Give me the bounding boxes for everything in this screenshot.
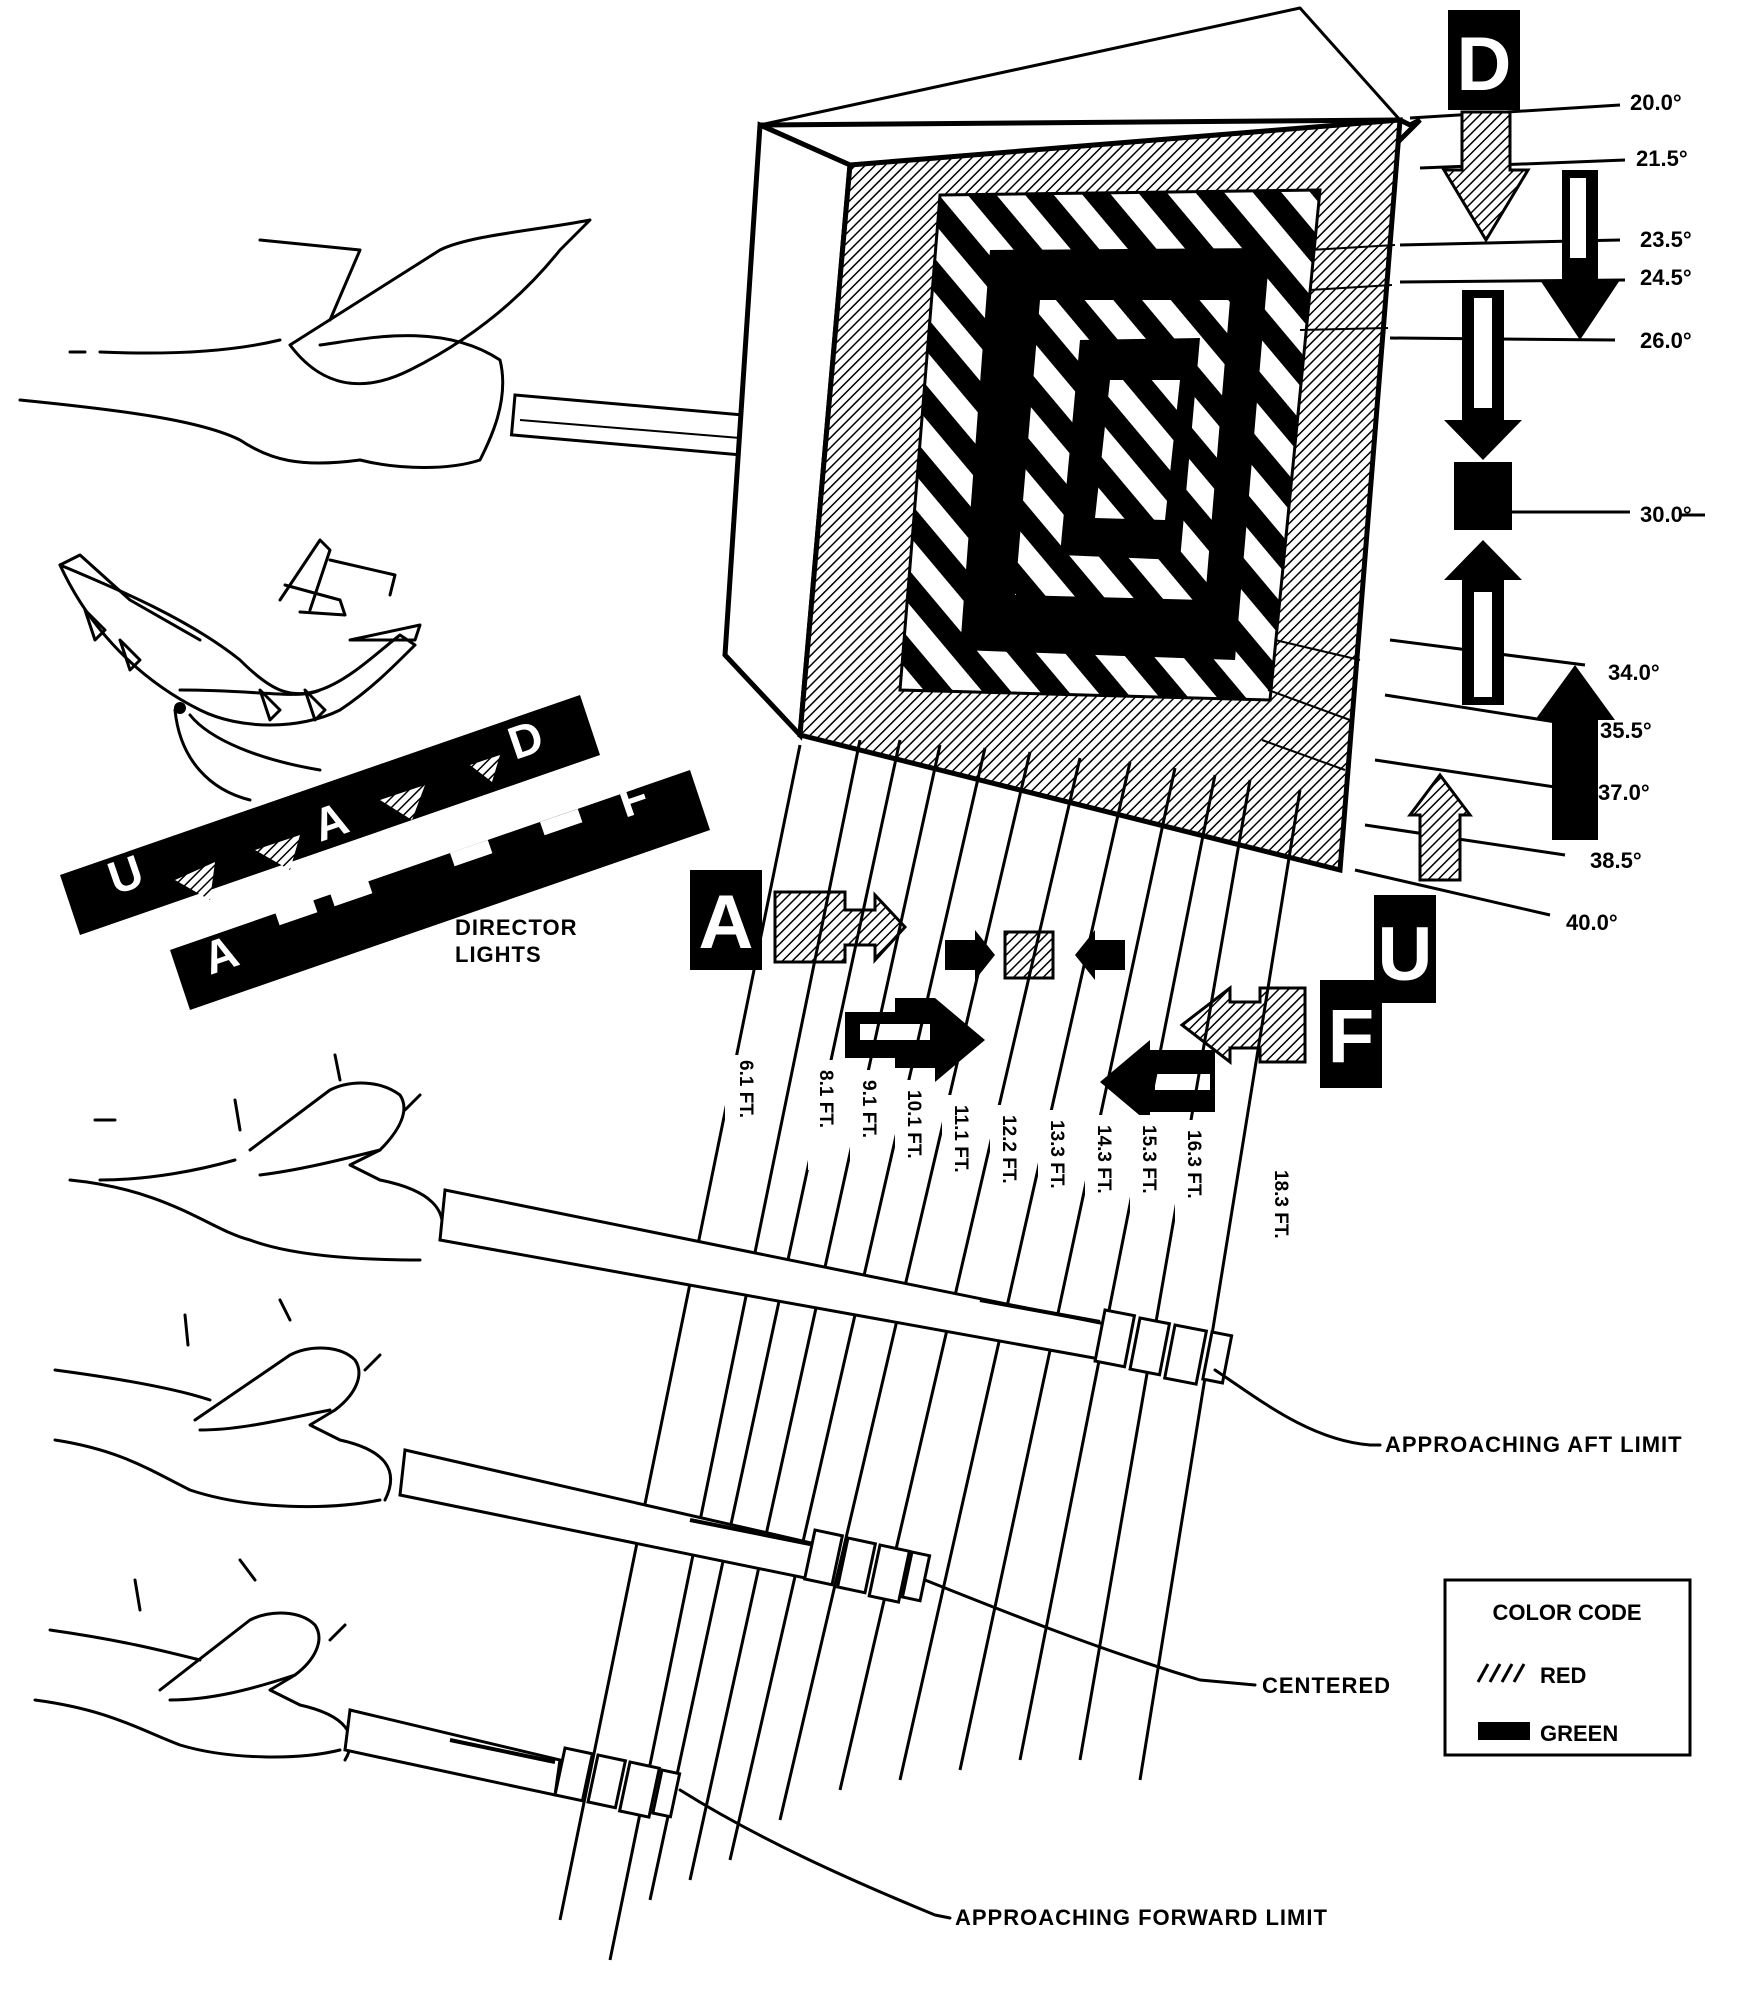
svg-text:D: D [1457,22,1512,107]
green-center-marker-horizontal [1003,930,1055,980]
letter-box-u: U [1374,895,1436,1003]
color-code-legend: COLOR CODE RED GREEN [1443,1578,1692,1757]
letter-box-f: F [1320,980,1382,1088]
callout-forward-limit: APPROACHING FORWARD LIMIT [678,1788,1328,1930]
boom-forward-limit [33,1558,682,1819]
legend-label-green: GREEN [1540,1721,1618,1746]
letter-box-a: A [690,870,762,970]
distance-label: 8.1 FT. [815,1070,836,1128]
distance-label: 13.3 FT. [1046,1120,1067,1189]
distance-leader-lines [558,739,1302,1961]
green-center-marker [1454,462,1512,530]
director-light-strip-top: U A D [60,695,600,935]
angle-label: 37.0° [1598,780,1650,805]
director-light-panel [722,6,1422,874]
tanker-aircraft-illustration [58,538,422,802]
angle-label: 38.5° [1590,848,1642,873]
legend-swatch-green [1478,1722,1530,1740]
angle-label: 35.5° [1600,718,1652,743]
legend-title: COLOR CODE [1492,1600,1641,1625]
angle-label: 21.5° [1636,146,1688,171]
distance-labels: 6.1 FT. 8.1 FT. 9.1 FT. 10.1 FT. 11.1 FT… [725,1055,1291,1270]
angle-label: 20.0° [1630,90,1682,115]
distance-label: 15.3 FT. [1138,1125,1159,1194]
svg-text:CENTERED: CENTERED [1262,1673,1391,1698]
svg-text:LIGHTS: LIGHTS [455,942,542,967]
distance-label: 18.3 FT. [1270,1170,1291,1239]
legend-label-red: RED [1540,1663,1586,1688]
distance-label: 14.3 FT. [1093,1125,1114,1194]
angle-label: 23.5° [1640,227,1692,252]
svg-text:APPROACHING FORWARD LIMIT: APPROACHING FORWARD LIMIT [955,1905,1328,1930]
angle-label: 24.5° [1640,265,1692,290]
distance-label: 12.2 FT. [998,1115,1019,1184]
callout-centered: CENTERED [923,1578,1391,1698]
boom-centered [53,1298,932,1604]
svg-text:F: F [1328,994,1374,1079]
boom-aft-limit [68,1053,1234,1386]
legend-swatch-red [1476,1663,1526,1683]
svg-text:APPROACHING AFT LIMIT: APPROACHING AFT LIMIT [1385,1432,1683,1457]
svg-text:A: A [699,880,754,965]
svg-text:U: U [1378,912,1433,997]
director-lights-label: DIRECTOR LIGHTS [455,915,578,967]
distance-label: 16.3 FT. [1183,1130,1204,1199]
callout-aft-limit: APPROACHING AFT LIMIT [1213,1368,1683,1457]
elevation-arrows [1407,110,1620,882]
angle-label: 26.0° [1640,328,1692,353]
angle-label: 34.0° [1608,660,1660,685]
director-light-strip-bottom: A F [170,769,710,1010]
distance-label: 11.1 FT. [950,1105,971,1173]
angle-label: 30.0° [1640,502,1692,527]
angle-label: 40.0° [1566,910,1618,935]
distance-label: 10.1 FT. [903,1090,924,1159]
svg-text:DIRECTOR: DIRECTOR [455,915,578,940]
distance-label: 9.1 FT. [858,1080,879,1138]
distance-label: 6.1 FT. [735,1060,756,1118]
letter-box-d: D [1448,10,1520,110]
elevation-angle-labels: 20.0° 21.5° 23.5° 24.5° 26.0° 30.0° 34.0… [1566,90,1692,935]
